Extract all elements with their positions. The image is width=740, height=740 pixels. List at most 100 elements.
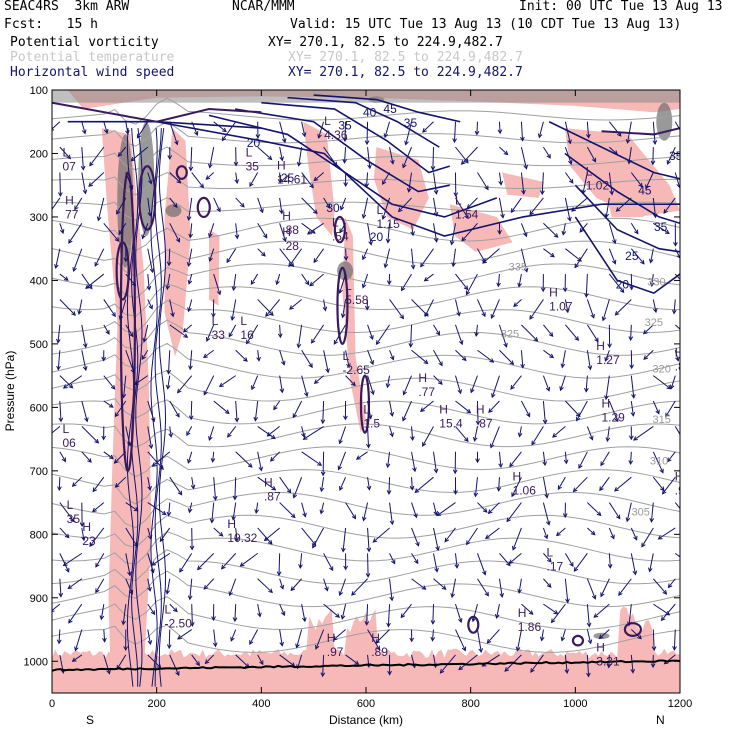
wind-vector — [649, 553, 654, 572]
wind-vector — [491, 299, 500, 319]
wind-vector-head — [471, 617, 477, 623]
wind-vector — [273, 400, 281, 410]
wind-vector-head — [612, 239, 617, 245]
wind-vector-head — [386, 490, 392, 495]
wind-vector-head — [243, 357, 248, 362]
wind-vector-head — [133, 506, 139, 512]
wind-vector-head — [218, 532, 224, 537]
wind-vector — [115, 476, 127, 488]
wind-vector-head — [343, 182, 348, 188]
wind-vector — [512, 527, 522, 550]
wind-vector — [276, 273, 281, 285]
wind-vector — [254, 400, 259, 421]
wind-vector-head — [263, 536, 269, 542]
wind-vector — [542, 527, 548, 539]
wind-vector-head — [351, 381, 356, 387]
wind-vector — [95, 553, 105, 568]
wind-vector — [315, 629, 325, 650]
wind-vector — [351, 578, 368, 596]
wind-vector-head — [651, 646, 657, 652]
wind-vector — [166, 578, 171, 594]
wind-vector — [103, 451, 114, 459]
pv-contour — [138, 165, 157, 231]
wind-vector-head — [587, 639, 593, 645]
extremum-kind: L — [240, 314, 247, 328]
pv-contour — [119, 171, 136, 472]
wind-vector-head — [422, 441, 427, 447]
wind-vector-head — [128, 589, 134, 595]
wind-vector-head — [288, 262, 293, 268]
wind-vector — [451, 578, 456, 598]
wind-vector — [249, 172, 259, 187]
wind-vector-head — [550, 252, 555, 258]
wind-vector-head — [414, 488, 420, 494]
wind-vector-head — [186, 431, 191, 437]
wind-vector — [411, 527, 420, 547]
wind-vector-head — [540, 287, 546, 293]
wind-vector-head — [128, 184, 134, 190]
wind-vector — [246, 324, 259, 344]
wind-vector — [103, 299, 116, 317]
extremum-kind: H — [675, 469, 684, 483]
wind-vector — [114, 400, 127, 417]
wind-vector-head — [254, 509, 259, 515]
wind-vector — [323, 146, 338, 166]
wind-vector — [389, 147, 394, 164]
wind-vector-head — [424, 312, 429, 318]
x-tick-label: 0 — [49, 698, 55, 710]
wind-vector — [190, 147, 193, 171]
wind-vector-head — [496, 487, 502, 492]
pv-dark-core — [656, 102, 673, 141]
wind-vector-head — [506, 517, 511, 523]
wind-vector — [609, 146, 618, 155]
wind-vector-head — [148, 304, 153, 310]
wind-vector-head — [82, 343, 88, 349]
extremum-kind: L — [455, 193, 462, 207]
wind-speed-contour-column — [154, 128, 162, 687]
wind-vector-head — [296, 343, 302, 349]
wind-vector-head — [312, 543, 317, 549]
wind-speed-contour — [574, 184, 680, 253]
wind-vector-head — [391, 559, 396, 565]
wind-vector — [521, 324, 538, 342]
wind-vector — [520, 248, 528, 272]
wind-vector — [499, 553, 511, 566]
pv-contour — [175, 165, 188, 180]
wind-vector-head — [610, 534, 615, 540]
wind-vector — [630, 629, 642, 639]
wind-vector-head — [665, 412, 670, 418]
wind-vector — [633, 426, 654, 441]
wind-vector — [529, 299, 544, 320]
wind-vector-head — [216, 207, 221, 213]
wind-vector-head — [439, 668, 445, 674]
wind-vector — [455, 299, 460, 316]
wind-vector — [301, 172, 314, 188]
x-tick-label: 1200 — [668, 698, 692, 710]
wind-vector — [235, 349, 248, 362]
wind-vector — [455, 146, 469, 164]
wind-vector — [497, 274, 500, 287]
theta-isentrope — [52, 398, 680, 425]
wind-vector — [125, 121, 129, 135]
wind-vector — [169, 476, 183, 495]
wind-vector — [453, 121, 456, 143]
wind-vector-head — [499, 593, 505, 598]
init-label: Init: 00 UTC Tue 13 Aug 13 — [519, 0, 723, 14]
wind-vector — [433, 172, 438, 194]
wind-vector-head — [216, 290, 222, 296]
wind-vector — [339, 578, 347, 596]
wind-vector — [123, 375, 127, 398]
wind-vector-head — [165, 384, 171, 390]
wind-vector — [455, 324, 463, 345]
extremum-value: 1.02 — [586, 179, 610, 193]
wind-vector — [59, 146, 71, 159]
wind-vector — [630, 451, 632, 465]
wind-vector-head — [628, 435, 634, 441]
wind-vector-head — [199, 183, 204, 189]
wind-vector-head — [549, 353, 555, 359]
wind-vector — [74, 197, 83, 210]
wind-vector — [585, 274, 588, 297]
wind-vector-head — [188, 365, 193, 371]
wind-vector-head — [385, 463, 391, 469]
wind-vector — [279, 629, 283, 646]
